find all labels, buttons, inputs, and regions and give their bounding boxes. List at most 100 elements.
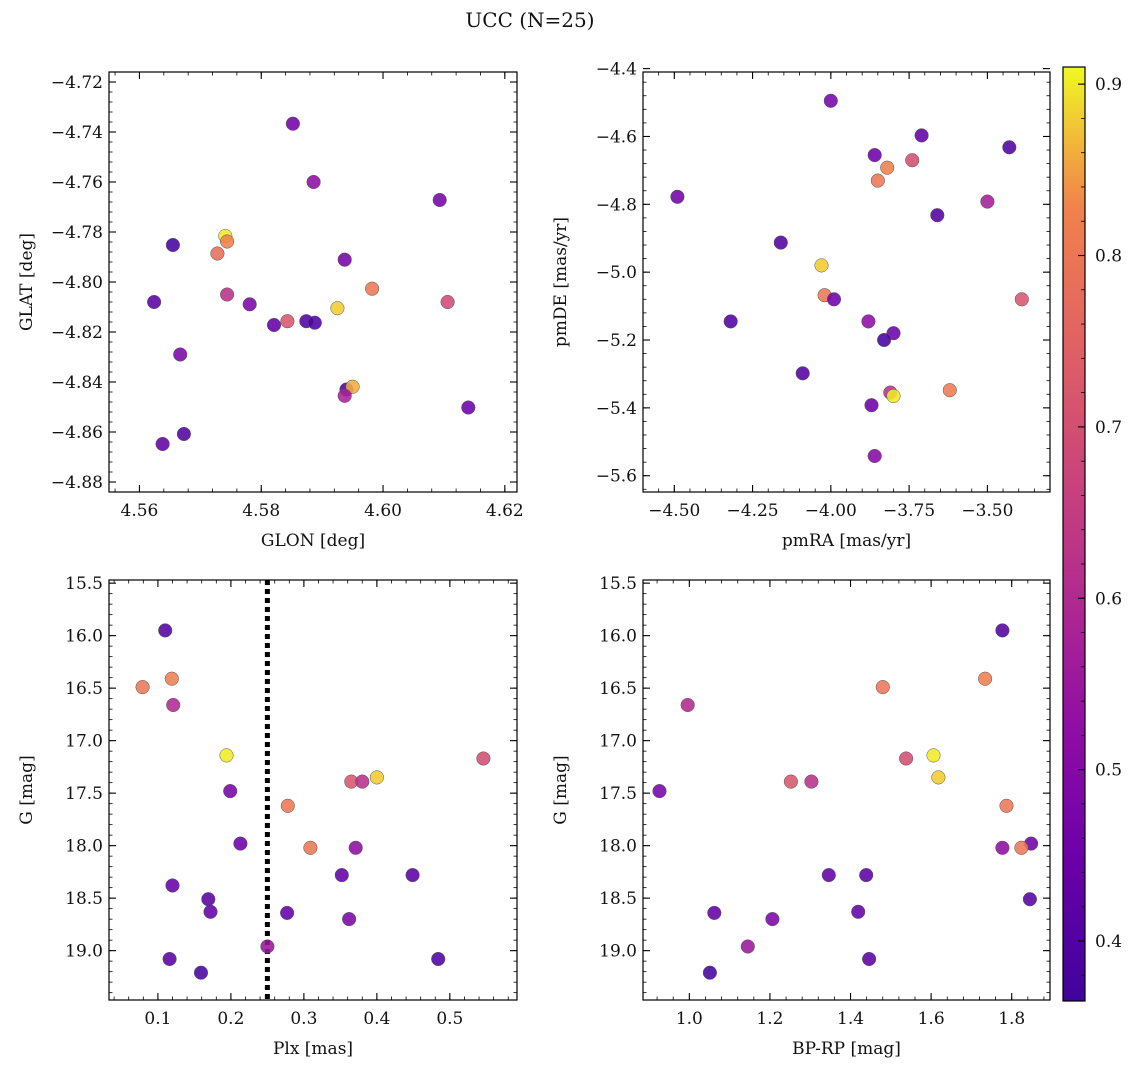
- subplot-glon-glat: 4.56 4.58 4.60 4.62 −4.72 −4.74 −4.76 −4.78 −4.8…: [17, 71, 524, 551]
- colorbar: 0.4 0.5 0.6 0.7 0.8 0.9: [1062, 66, 1122, 1002]
- scatter-point: [905, 153, 920, 168]
- scatter-point: [930, 208, 945, 223]
- scatter-point: [707, 905, 722, 920]
- scatter-point: [210, 246, 225, 261]
- axes-frame: [642, 71, 1051, 493]
- colorbar-gradient: [1063, 67, 1085, 1001]
- y-tick-label: 17.5: [599, 784, 637, 804]
- y-tick-label: 16.5: [599, 679, 637, 699]
- x-axis-label: Plx [mas]: [273, 1039, 353, 1059]
- y-tick-label: 19.0: [65, 942, 103, 962]
- scatter-point: [233, 836, 248, 851]
- scatter-point: [219, 748, 234, 763]
- y-tick-label: −5.4: [596, 399, 637, 419]
- y-axis-label: G [mag]: [551, 755, 571, 824]
- colorbar-tick-label: 0.5: [1095, 761, 1122, 781]
- x-tick-label: 1.0: [676, 1009, 703, 1029]
- scatter-point: [355, 774, 370, 789]
- scatter-point: [926, 748, 941, 763]
- scatter-point: [864, 398, 879, 413]
- y-tick-label: −5.6: [596, 467, 637, 487]
- y-tick-label: −4.4: [596, 60, 637, 80]
- minor-ticks: [643, 580, 1050, 1000]
- scatter-point: [303, 840, 318, 855]
- scatter-point: [158, 623, 173, 638]
- scatter-point: [242, 297, 257, 312]
- scatter-point: [330, 301, 345, 316]
- scatter-point: [886, 388, 901, 404]
- y-tick-label: −4.82: [51, 323, 103, 343]
- y-tick-label: 17.0: [599, 732, 637, 752]
- scatter-point: [431, 951, 446, 967]
- scatter-point: [995, 840, 1010, 855]
- y-tick-label: −4.72: [51, 73, 103, 93]
- scatter-point: [176, 426, 191, 442]
- scatter-point: [859, 868, 874, 883]
- scatter-point: [795, 366, 810, 381]
- y-tick-label: −4.80: [51, 273, 103, 293]
- y-tick-label: 17.0: [65, 732, 103, 752]
- scatter-point: [201, 892, 216, 907]
- scatter-point: [861, 314, 876, 329]
- scatter-point: [135, 680, 150, 695]
- colorbar-tick-label: 0.6: [1095, 589, 1122, 609]
- scatter-point: [280, 798, 295, 813]
- colorbar-frame: [1062, 66, 1086, 1002]
- x-tick-label: 0.4: [363, 1009, 390, 1029]
- scatter-point: [867, 148, 882, 163]
- scatter-point: [405, 868, 420, 883]
- colorbar-tick-label: 0.7: [1095, 418, 1122, 438]
- y-axis-label: pmDE [mas/yr]: [551, 217, 571, 347]
- scatter-point: [220, 234, 235, 249]
- scatter-point: [740, 939, 755, 954]
- scatter-point: [862, 951, 877, 967]
- y-tick-label: 16.0: [65, 627, 103, 647]
- subplot-plx-g: 0.1 0.2 0.3 0.4 0.5 15.5 16.0 16.5 17.0 17.5 18.0 1…: [17, 574, 518, 1059]
- subplot-grid: 4.56 4.58 4.60 4.62 −4.72 −4.74 −4.76 −4.78 −4.8…: [17, 60, 1051, 1059]
- x-axis-label: pmRA [mas/yr]: [782, 531, 911, 551]
- y-tick-label: −5.0: [596, 263, 637, 283]
- axes-frame: [108, 579, 518, 1001]
- minor-ticks: [642, 72, 1051, 492]
- scatter-point: [826, 292, 842, 307]
- scatter-point: [851, 904, 866, 919]
- x-tick-label: 1.2: [756, 1009, 783, 1029]
- scatter-point: [337, 388, 352, 403]
- scatter-point: [266, 317, 282, 333]
- major-ticks: [643, 580, 1050, 1000]
- minor-ticks: [109, 580, 517, 1000]
- y-tick-label: −4.88: [51, 473, 103, 493]
- scatter-point: [814, 258, 829, 273]
- scatter-point: [365, 281, 380, 296]
- scatter-point: [670, 189, 685, 204]
- scatter-point: [285, 116, 300, 131]
- scatter-points: [652, 623, 1039, 980]
- y-tick-label: −4.86: [51, 423, 103, 443]
- scatter-point: [440, 294, 455, 310]
- major-ticks: [643, 68, 1050, 492]
- scatter-point: [914, 128, 929, 143]
- y-tick-label: 15.5: [599, 574, 637, 594]
- scatter-point: [165, 878, 180, 893]
- scatter-point: [999, 798, 1014, 813]
- y-tick-label: −4.78: [51, 223, 103, 243]
- axes-frame: [642, 579, 1051, 1001]
- x-tick-label: 4.60: [364, 501, 402, 521]
- scatter-point: [899, 751, 914, 766]
- scatter-point: [334, 868, 349, 883]
- y-tick-label: −4.76: [51, 173, 103, 193]
- minor-ticks: [109, 71, 517, 493]
- scatter-point: [147, 294, 162, 310]
- scatter-point: [307, 315, 322, 330]
- scatter-point: [280, 314, 295, 329]
- scatter-point: [164, 671, 179, 686]
- x-tick-label: 4.58: [242, 501, 280, 521]
- y-tick-label: 18.0: [65, 837, 103, 857]
- scatter-point: [765, 912, 780, 927]
- x-tick-label: 1.8: [998, 1009, 1025, 1029]
- scatter-point: [348, 840, 363, 855]
- y-axis-label: GLAT [deg]: [17, 233, 37, 331]
- subplot-pm: −4.50 −4.25 −4.00 −3.75 −3.50 −4.4 −4.6 −4.8 −5.…: [551, 60, 1051, 551]
- scatter-point: [652, 784, 667, 799]
- y-tick-label: −4.6: [596, 127, 637, 147]
